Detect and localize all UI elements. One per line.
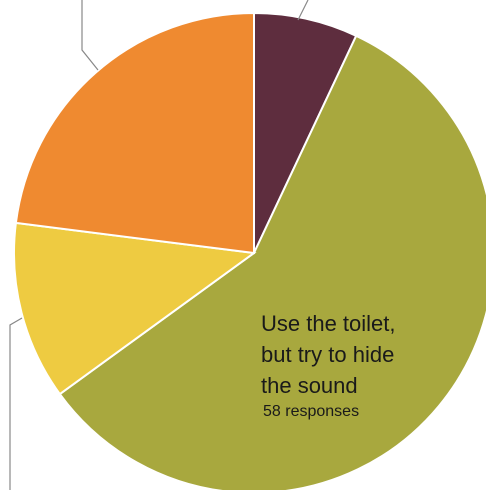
pie-slice-3: [13, 221, 257, 396]
pie-slice-2: [58, 34, 486, 490]
leader-line-top-right: [297, 0, 309, 21]
pie-slices: [13, 11, 486, 490]
pie-slice-1: [253, 11, 358, 254]
annotation-line-3: the sound: [261, 373, 358, 398]
slice-annotation: Use the toilet, but try to hide the soun…: [261, 311, 396, 420]
leader-line-bottom-left: [9, 317, 23, 490]
pie-slice-4: [14, 11, 255, 255]
leader-line-top-left: [81, 0, 99, 71]
annotation-line-2: but try to hide: [261, 342, 394, 367]
annotation-line-1: Use the toilet,: [261, 311, 396, 336]
annotation-response-count: 58 responses: [263, 403, 359, 420]
leader-lines: [9, 0, 309, 490]
